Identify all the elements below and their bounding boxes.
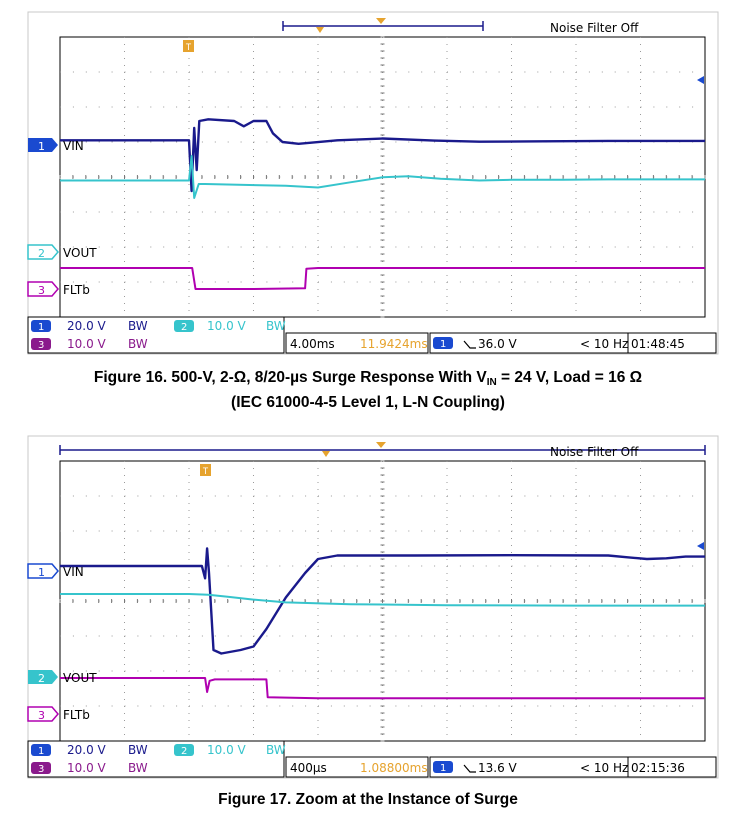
trigger-level: 36.0 V	[478, 337, 518, 351]
trigger-pos-marker-icon	[322, 451, 330, 457]
trigger-time-marker-icon	[200, 464, 211, 476]
figure-16-caption: Figure 16. 500-V, 2-Ω, 8/20-µs Surge Res…	[0, 368, 736, 413]
noise-filter-status: Noise Filter Off	[550, 21, 639, 35]
svg-text:3: 3	[38, 764, 44, 775]
timebase: 400µs	[290, 761, 327, 775]
svg-text:1: 1	[38, 746, 44, 757]
trigger-position: 1.08800ms	[360, 761, 428, 775]
ch3-marker[interactable]: 3	[27, 281, 59, 297]
ch1-marker[interactable]: 1	[28, 138, 58, 153]
graticule-grid	[59, 460, 706, 742]
svg-text:3: 3	[38, 340, 44, 351]
clock-time: 01:48:45	[631, 337, 685, 351]
caption-16-sub: IN	[486, 377, 497, 388]
ch3-marker-label: 3	[38, 284, 45, 297]
fltb-label: FLTb	[63, 283, 90, 297]
svg-text:2: 2	[181, 322, 187, 333]
falling-edge-icon	[463, 764, 476, 773]
ch2-scale: 10.0 V	[207, 743, 247, 757]
trigger-level-arrow-icon	[697, 542, 704, 550]
scope-screen-16: T Noise Filter Off 1 VIN 2 VOUT 3 FLTb 1…	[27, 11, 719, 355]
expansion-point-icon	[376, 18, 386, 24]
trigger-frequency: < 10 Hz	[580, 761, 628, 775]
ch3-marker-label: 3	[38, 709, 45, 722]
svg-text:T: T	[203, 466, 209, 476]
ch2-marker[interactable]: 2	[28, 670, 58, 685]
ch2-bw: BW	[266, 319, 286, 333]
vout-label: VOUT	[63, 671, 97, 685]
ch1-marker-label: 1	[38, 140, 45, 153]
vout-label: VOUT	[63, 246, 97, 260]
ch2-bw: BW	[266, 743, 286, 757]
ch3-scale: 10.0 V	[67, 761, 107, 775]
trigger-level: 13.6 V	[478, 761, 518, 775]
trace-fltb	[60, 267, 705, 290]
trigger-channel: 1	[440, 763, 446, 774]
caption-16-pre: Figure 16. 500-V, 2-Ω, 8/20-µs Surge Res…	[93, 369, 487, 386]
ch2-marker[interactable]: 2	[27, 244, 59, 260]
caption-16-post: = 24 V, Load = 16 Ω	[496, 369, 643, 386]
ch1-bw: BW	[128, 743, 148, 757]
readout-panel: 1 20.0 V BW 2 10.0 V BW 3 10.0 V BW 400µ…	[27, 740, 717, 778]
ch3-bw: BW	[128, 761, 148, 775]
svg-text:2: 2	[181, 746, 187, 757]
vin-label: VIN	[63, 565, 84, 579]
trigger-level-arrow-icon	[697, 76, 704, 84]
figure-17-caption: Figure 17. Zoom at the Instance of Surge	[0, 790, 736, 815]
trigger-frequency: < 10 Hz	[580, 337, 628, 351]
ch2-marker-label: 2	[38, 672, 45, 685]
trigger-channel: 1	[440, 339, 446, 350]
ch3-bw: BW	[128, 337, 148, 351]
waveform-traces	[60, 547, 705, 700]
fltb-label: FLTb	[63, 708, 90, 722]
timebase: 4.00ms	[290, 337, 335, 351]
trigger-time-marker-icon	[183, 40, 194, 52]
trace-vout	[60, 593, 705, 607]
caption-16-line2: (IEC 61000-4-5 Level 1, L-N Coupling)	[231, 394, 505, 411]
scope-figure-16: T Noise Filter Off 1 VIN 2 VOUT 3 FLTb 1…	[0, 0, 736, 355]
expansion-point-icon	[376, 442, 386, 448]
vin-label: VIN	[63, 139, 84, 153]
waveform-traces	[60, 118, 705, 290]
clock-time: 02:15:36	[631, 761, 685, 775]
ch2-scale: 10.0 V	[207, 319, 247, 333]
svg-text:1: 1	[38, 322, 44, 333]
trace-fltb	[60, 677, 705, 700]
readout-panel: 1 20.0 V BW 2 10.0 V BW 3 10.0 V BW 4.00…	[27, 316, 717, 354]
falling-edge-icon	[463, 340, 476, 349]
ch1-scale: 20.0 V	[67, 319, 107, 333]
trigger-pos-marker-icon	[316, 27, 324, 33]
scope-figure-17: T Noise Filter Off 1 VIN 2 VOUT 3 FLTb 1…	[0, 424, 736, 779]
trigger-position: 11.9424ms	[360, 337, 428, 351]
ch1-marker-label: 1	[38, 566, 45, 579]
trace-vin	[60, 547, 705, 655]
svg-text:T: T	[186, 42, 192, 52]
caption-17-pre: Figure 17. Zoom at the Instance of Surge	[218, 791, 518, 808]
ch3-marker[interactable]: 3	[27, 706, 59, 722]
trace-vin	[60, 118, 705, 193]
ch1-bw: BW	[128, 319, 148, 333]
ch1-scale: 20.0 V	[67, 743, 107, 757]
noise-filter-status: Noise Filter Off	[550, 445, 639, 459]
ch2-marker-label: 2	[38, 247, 45, 260]
ch1-marker[interactable]: 1	[27, 563, 59, 579]
trace-vout	[60, 155, 705, 199]
scope-screen-17: T Noise Filter Off 1 VIN 2 VOUT 3 FLTb 1…	[27, 435, 719, 779]
ch3-scale: 10.0 V	[67, 337, 107, 351]
